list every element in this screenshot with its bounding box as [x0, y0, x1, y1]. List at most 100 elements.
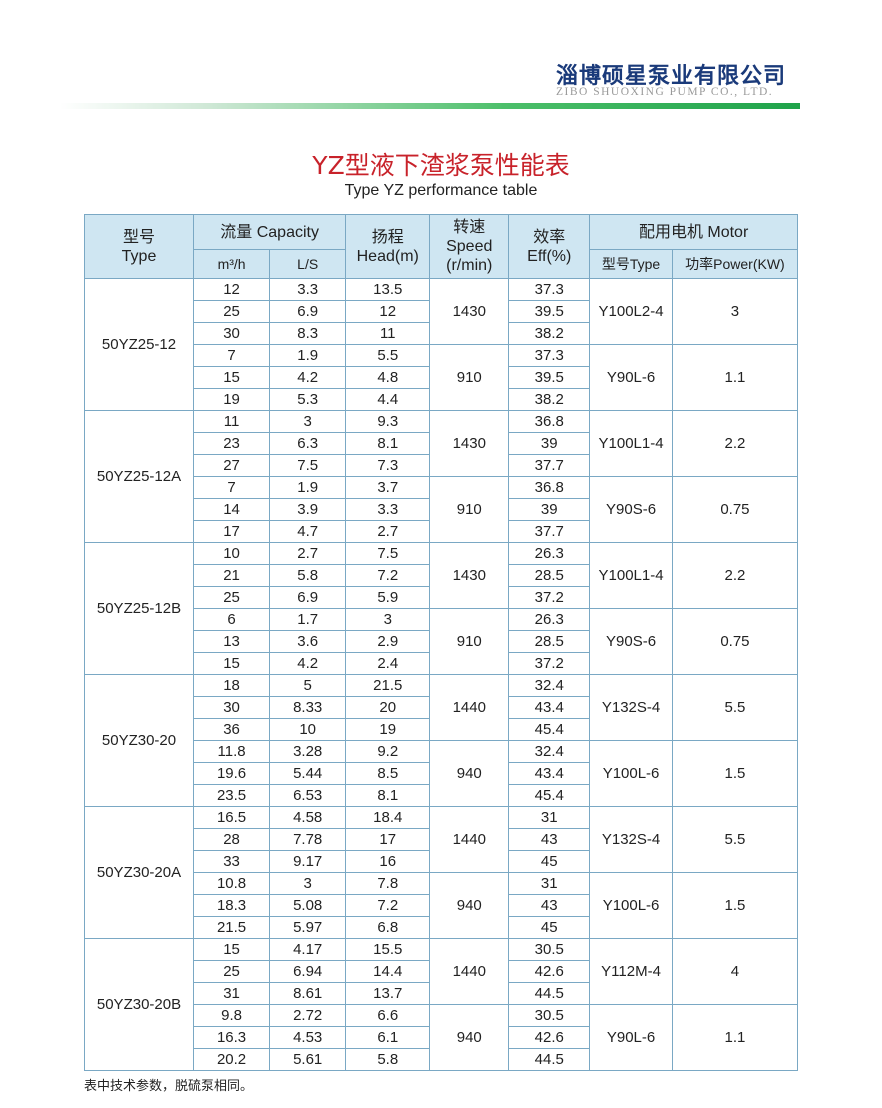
capacity-m3h-cell: 15: [192, 938, 271, 961]
capacity-m3h-cell: 9.8: [192, 1004, 271, 1027]
table-row: 25 6.9 5.9 37.2: [85, 586, 798, 609]
model-cell: 50YZ25-12: [84, 278, 194, 411]
eff-cell: 37.3: [508, 344, 591, 367]
motor-power-cell: 3: [671, 278, 799, 345]
motor-type-cell: Y100L1-4: [589, 542, 673, 609]
head-cell: 7.2: [345, 564, 431, 587]
motor-power-cell: 0.75: [671, 476, 799, 543]
eff-cell: 37.2: [508, 652, 591, 675]
capacity-ls-cell: 1.9: [269, 476, 347, 499]
table-row: 18.3 5.08 7.2 43: [85, 894, 798, 917]
motor-power-cell: 2.2: [671, 410, 799, 477]
head-cell: 5.5: [345, 344, 431, 367]
table-body: 50YZ25-12 12 3.3 13.5 1430 37.3 Y100L2-4 3 25 6.9…: [84, 278, 799, 1071]
head-cell: 9.2: [345, 740, 431, 763]
head-cell: 16: [345, 850, 431, 873]
company-name-en: ZIBO SHUOXING PUMP CO., LTD.: [556, 86, 774, 98]
head-cell: 2.4: [345, 652, 431, 675]
header-type: 型号 Type: [84, 214, 194, 279]
header-capacity: 流量 Capacity: [192, 214, 347, 250]
capacity-m3h-cell: 31: [192, 982, 271, 1005]
head-cell: 11: [345, 322, 431, 345]
eff-cell: 38.2: [508, 322, 591, 345]
capacity-m3h-cell: 25: [192, 960, 271, 983]
eff-cell: 28.5: [508, 564, 591, 587]
capacity-m3h-cell: 11.8: [192, 740, 271, 763]
head-cell: 8.1: [345, 432, 431, 455]
capacity-ls-cell: 5: [269, 674, 347, 697]
motor-power-cell: 1.5: [671, 740, 799, 807]
motor-type-cell: Y100L2-4: [589, 278, 673, 345]
eff-cell: 37.7: [508, 454, 591, 477]
table-row: 30 8.3 11 38.2: [85, 322, 798, 345]
capacity-ls-cell: 3.9: [269, 498, 347, 521]
head-cell: 4.8: [345, 366, 431, 389]
motor-power-cell: 4: [671, 938, 799, 1005]
capacity-m3h-cell: 28: [192, 828, 271, 851]
table-row: 7 1.9 3.7 910 36.8 Y90S-6 0.75: [85, 476, 799, 543]
table-row: 16.3 4.53 6.1 42.6: [85, 1026, 798, 1049]
motor-type-cell: Y100L-6: [589, 740, 673, 807]
head-cell: 21.5: [345, 674, 431, 697]
table-row: 11.8 3.28 9.2 940 32.4 Y100L-6 1.5: [85, 740, 799, 807]
capacity-m3h-cell: 17: [192, 520, 271, 543]
capacity-m3h-cell: 7: [192, 476, 271, 499]
eff-cell: 43.4: [508, 762, 591, 785]
header-eff: 效率 Eff(%): [508, 214, 591, 279]
head-cell: 17: [345, 828, 431, 851]
eff-cell: 43.4: [508, 696, 591, 719]
motor-type-cell: Y100L1-4: [589, 410, 673, 477]
capacity-m3h-cell: 25: [192, 300, 271, 323]
head-cell: 5.8: [345, 1048, 431, 1071]
head-cell: 13.7: [345, 982, 431, 1005]
head-cell: 5.9: [345, 586, 431, 609]
eff-cell: 37.3: [508, 278, 591, 301]
eff-cell: 43: [508, 828, 591, 851]
table-row: 15 4.2 2.4 37.2: [85, 652, 798, 675]
header-motor: 配用电机 Motor: [589, 214, 798, 250]
speed-cell: 940: [429, 872, 510, 939]
motor-power-cell: 1.1: [671, 1004, 799, 1071]
motor-power-cell: 5.5: [671, 674, 799, 741]
head-cell: 13.5: [345, 278, 431, 301]
head-cell: 19: [345, 718, 431, 741]
table-row: 15 4.2 4.8 39.5: [85, 366, 798, 389]
motor-power-cell: 1.5: [671, 872, 799, 939]
header-head-en: Head(m): [356, 247, 419, 265]
eff-cell: 38.2: [508, 388, 591, 411]
capacity-m3h-cell: 13: [192, 630, 271, 653]
eff-cell: 36.8: [508, 410, 591, 433]
table-row: 25 6.9 12 39.5: [85, 300, 798, 323]
head-cell: 14.4: [345, 960, 431, 983]
motor-type-cell: Y90S-6: [589, 608, 673, 675]
eff-cell: 37.7: [508, 520, 591, 543]
table-row: 50YZ30-20 18 5 21.5 1440 32.4 Y132S-4 5.5: [84, 674, 799, 807]
capacity-m3h-cell: 23.5: [192, 784, 271, 807]
header-speed-cn: 转速: [453, 219, 486, 236]
eff-cell: 39: [508, 432, 591, 455]
motor-type-cell: Y90L-6: [589, 1004, 673, 1071]
capacity-m3h-cell: 7: [192, 344, 271, 367]
head-cell: 15.5: [345, 938, 431, 961]
table-row: 20.2 5.61 5.8 44.5: [85, 1048, 798, 1071]
eff-cell: 26.3: [508, 542, 591, 565]
capacity-ls-cell: 3.28: [269, 740, 347, 763]
head-cell: 8.5: [345, 762, 431, 785]
eff-cell: 45.4: [508, 784, 591, 807]
eff-cell: 26.3: [508, 608, 591, 631]
eff-cell: 37.2: [508, 586, 591, 609]
head-cell: 7.3: [345, 454, 431, 477]
motor-power-cell: 5.5: [671, 806, 799, 873]
capacity-m3h-cell: 11: [192, 410, 271, 433]
table-row: 21 5.8 7.2 28.5: [85, 564, 798, 587]
eff-cell: 36.8: [508, 476, 591, 499]
header-m3h: m³/h: [192, 249, 271, 279]
capacity-m3h-cell: 20.2: [192, 1048, 271, 1071]
capacity-ls-cell: 10: [269, 718, 347, 741]
eff-cell: 45: [508, 916, 591, 939]
capacity-m3h-cell: 23: [192, 432, 271, 455]
header-speed: 转速 Speed (r/min): [429, 214, 510, 279]
capacity-ls-cell: 6.9: [269, 586, 347, 609]
capacity-m3h-cell: 18: [192, 674, 271, 697]
capacity-m3h-cell: 15: [192, 652, 271, 675]
